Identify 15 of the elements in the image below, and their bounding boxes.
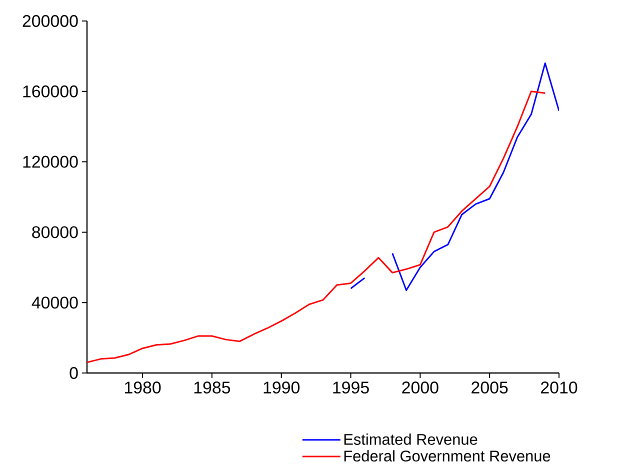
x-tick-label: 1990 xyxy=(264,382,300,394)
y-tick-label: 0 xyxy=(70,367,78,379)
x-tick-label: 1980 xyxy=(124,382,161,394)
legend-label: Estimated Revenue xyxy=(344,434,478,445)
x-tick-label: 2010 xyxy=(541,382,578,394)
y-tick-label: 120000 xyxy=(23,156,78,168)
x-tick-label: 2000 xyxy=(402,382,438,394)
y-tick-label: 160000 xyxy=(23,85,78,98)
x-tick-label: 1995 xyxy=(333,382,369,394)
y-tick-label: 80000 xyxy=(32,226,78,238)
x-tick-label: 1985 xyxy=(194,382,230,394)
y-tick-label: 200000 xyxy=(22,15,78,27)
legend-label: Federal Government Revenue xyxy=(344,450,550,462)
y-tick-label: 40000 xyxy=(32,296,78,309)
x-tick-label: 2005 xyxy=(472,382,508,394)
